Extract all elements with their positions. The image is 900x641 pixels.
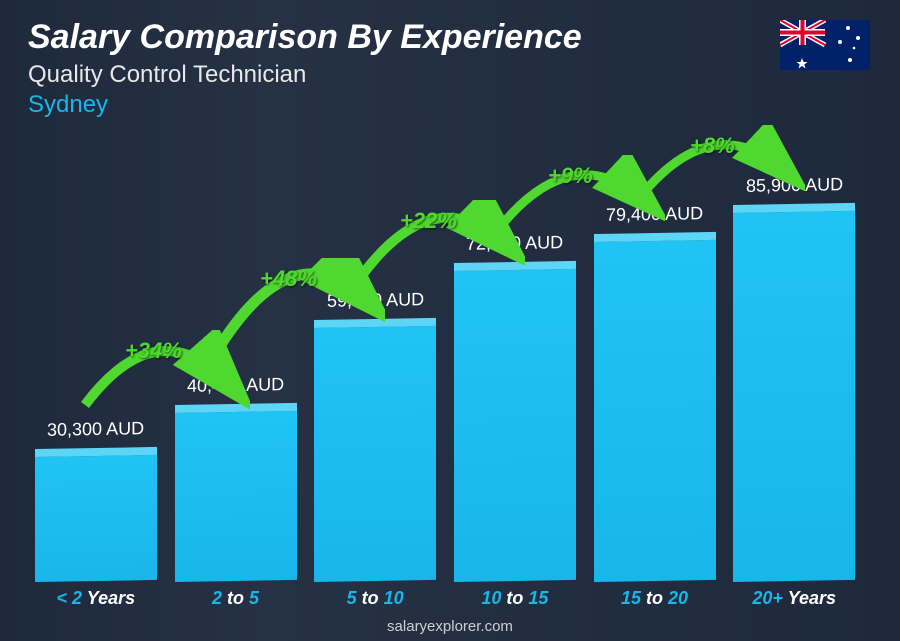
pct-label: +9% — [548, 163, 593, 189]
job-title: Quality Control Technician — [28, 61, 872, 89]
x-label: 15 to 20 — [594, 588, 716, 609]
footer-credit: salaryexplorer.com — [0, 618, 900, 635]
x-label: 10 to 15 — [454, 588, 576, 609]
pct-label: +8% — [690, 133, 735, 159]
bar-value: 40,400 AUD — [187, 374, 284, 397]
bar-value: 59,700 AUD — [327, 289, 424, 312]
bar-value: 72,800 AUD — [466, 232, 563, 255]
x-axis-labels: < 2 Years 2 to 5 5 to 10 10 to 15 15 to … — [35, 588, 855, 609]
x-label: < 2 Years — [35, 588, 157, 609]
bar-group: 85,900 AUD — [733, 175, 855, 581]
bar — [175, 403, 297, 582]
bar-value: 30,300 AUD — [47, 418, 144, 441]
pct-label: +34% — [125, 338, 182, 364]
x-label: 5 to 10 — [314, 588, 436, 609]
bar — [594, 232, 716, 582]
pct-label: +48% — [260, 266, 317, 292]
header: Salary Comparison By Experience Quality … — [28, 18, 872, 119]
x-label: 2 to 5 — [175, 588, 297, 609]
bar-group: 30,300 AUD — [35, 419, 157, 581]
bar-group: 40,400 AUD — [175, 375, 297, 581]
location: Sydney — [28, 91, 872, 119]
flag-icon — [780, 20, 870, 70]
bar-group: 72,800 AUD — [454, 233, 576, 581]
bar — [733, 203, 855, 582]
pct-label: +22% — [400, 208, 457, 234]
bar-value: 79,400 AUD — [606, 203, 703, 226]
page-title: Salary Comparison By Experience — [28, 18, 872, 57]
bar-group: 59,700 AUD — [314, 290, 436, 581]
x-label: 20+ Years — [733, 588, 855, 609]
bar — [35, 447, 157, 582]
bar-value: 85,900 AUD — [746, 174, 843, 197]
bar — [314, 318, 436, 582]
bar — [454, 261, 576, 582]
bar-group: 79,400 AUD — [594, 204, 716, 581]
